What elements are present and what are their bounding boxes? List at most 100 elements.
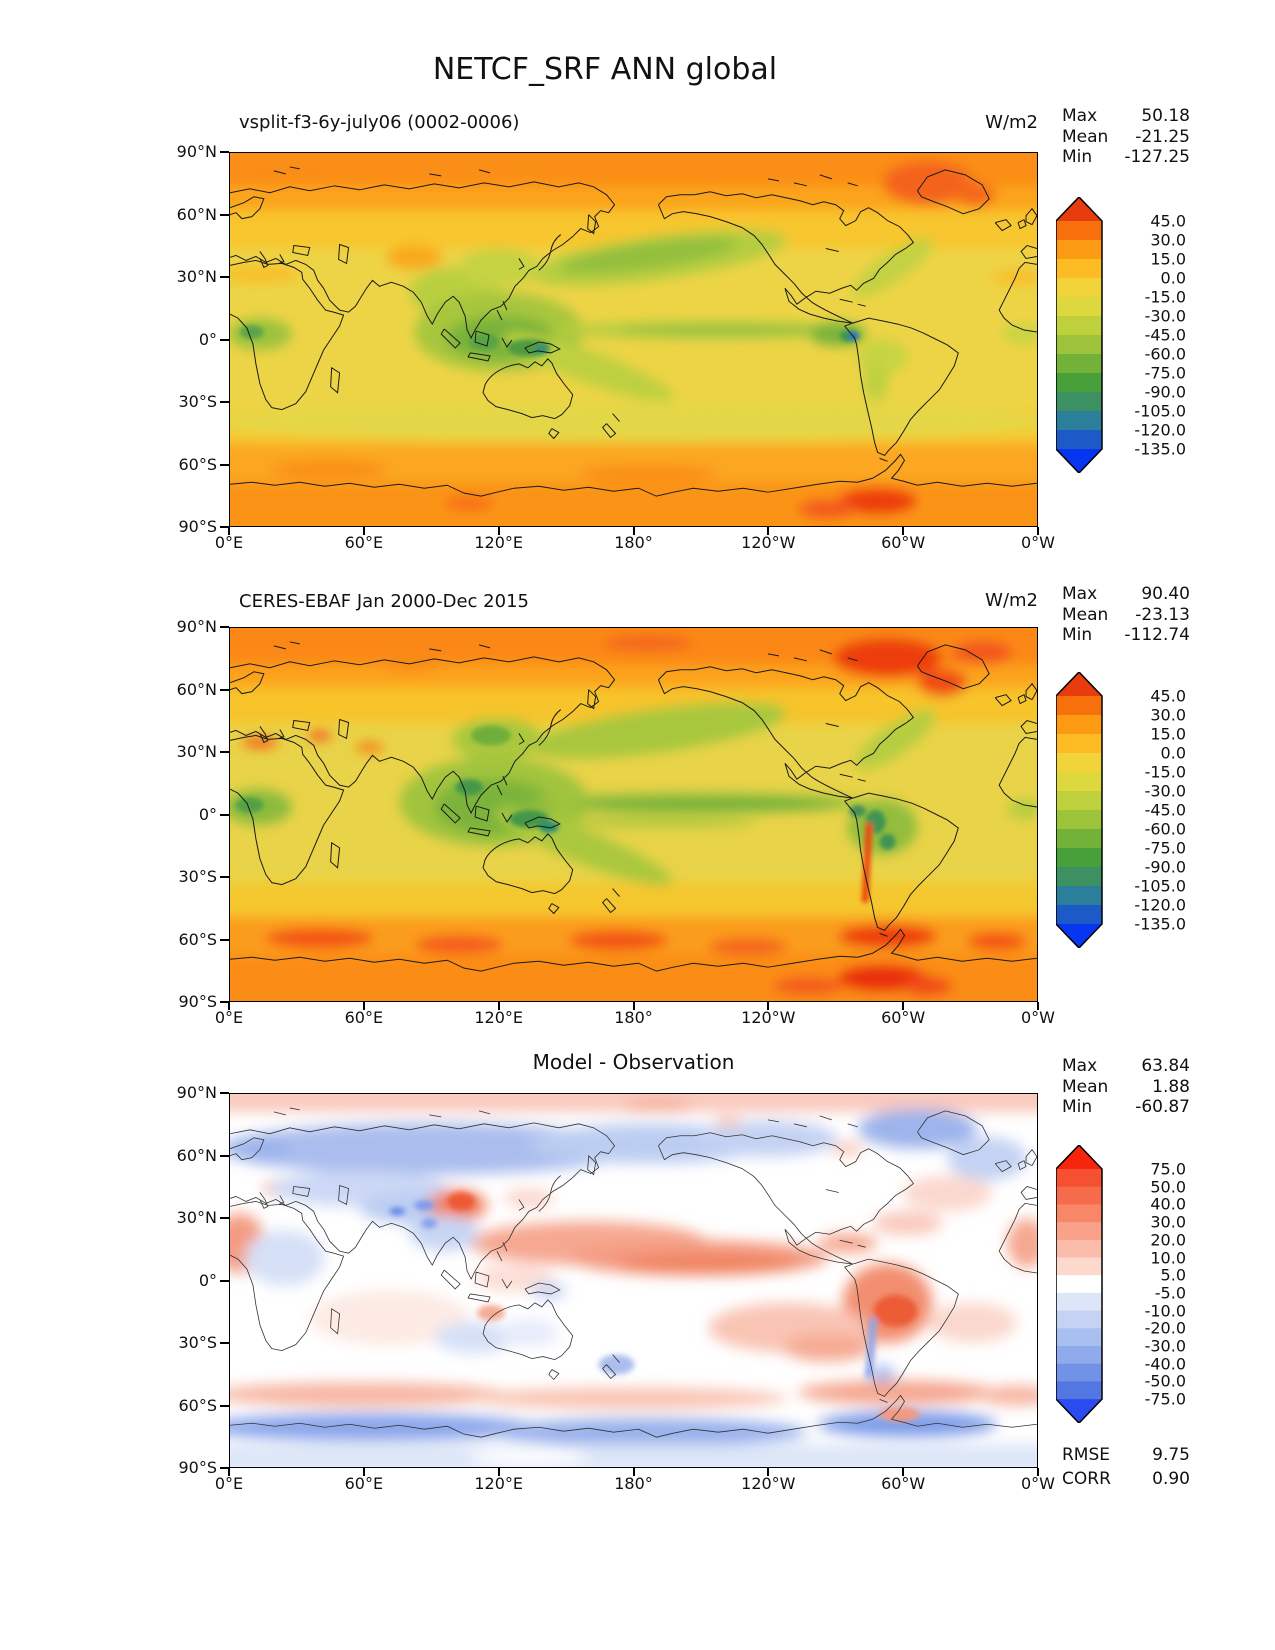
- lat-tick-label: 60°N: [176, 679, 217, 699]
- lat-tick-mark: [220, 1001, 229, 1003]
- max-value: 50.18: [1141, 106, 1190, 126]
- lat-tick-mark: [220, 276, 229, 278]
- lon-tick-mark: [1037, 527, 1039, 535]
- lon-tick-mark: [902, 1002, 905, 1010]
- colorbar-tick-label: -75.0: [1144, 838, 1186, 858]
- colorbar-tick-label: -90.0: [1144, 382, 1186, 402]
- colorbar-tick-label: -30.0: [1144, 306, 1186, 326]
- max-label: Max: [1062, 106, 1098, 126]
- colorbar-tick-label: -45.0: [1144, 800, 1186, 820]
- lon-tick-mark: [632, 1002, 635, 1010]
- lon-tick-label: 0°E: [214, 1008, 244, 1027]
- lat-tick-label: 90°N: [176, 142, 217, 161]
- lon-tick-label: 120°W: [741, 533, 796, 552]
- lat-tick-mark: [220, 151, 229, 153]
- colorbar-svg: [1055, 195, 1103, 475]
- lon-tick-mark: [1037, 1002, 1039, 1010]
- colorbar-tick-label: -40.0: [1144, 1354, 1186, 1374]
- max-value: 63.84: [1141, 1056, 1190, 1076]
- panel3-min-row: Min -60.87: [1062, 1097, 1190, 1118]
- colorbar-tick-label: 15.0: [1150, 249, 1186, 269]
- colorbar-tick-label: 10.0: [1150, 1248, 1186, 1267]
- lat-tick-label: 90°N: [176, 1083, 217, 1102]
- lon-tick-label: 60°W: [881, 533, 926, 552]
- colorbar-tick-label: 0.0: [1160, 268, 1186, 288]
- mean-value: -21.25: [1135, 126, 1190, 147]
- lon-tick-mark: [362, 1002, 365, 1010]
- rmse-row: RMSE 9.75: [1062, 1443, 1190, 1467]
- rmse-value: 9.75: [1152, 1445, 1190, 1465]
- panel1-colorbar: 45.0 30.0 15.0 0.0 -15.0 -30.0 -45.0 -60.0 -75.0…: [1055, 195, 1191, 477]
- lon-tick-mark: [902, 527, 905, 535]
- lon-tick-label: 0°W: [1021, 1008, 1055, 1027]
- lat-tick-mark: [220, 1092, 229, 1094]
- lat-tick-label: 30°N: [176, 742, 217, 761]
- colorbar-tick-label: -120.0: [1134, 895, 1186, 915]
- lon-tick-mark: [228, 1002, 230, 1010]
- colorbar-tick-label: -10.0: [1144, 1301, 1186, 1321]
- colorbar-tick-label: -60.0: [1144, 344, 1186, 364]
- lat-tick-mark: [220, 1217, 229, 1219]
- lon-tick-mark: [228, 1468, 230, 1476]
- lat-tick-mark: [220, 1279, 229, 1282]
- colorbar-tick-label: -135.0: [1134, 914, 1186, 934]
- lat-tick-label: 0°: [198, 329, 217, 349]
- max-label: Max: [1062, 584, 1098, 604]
- rmse-label: RMSE: [1062, 1445, 1111, 1465]
- coastlines: [230, 641, 1037, 972]
- colorbar-tick-label: -105.0: [1134, 401, 1186, 421]
- lon-tick-label: 120°W: [741, 1474, 796, 1493]
- lat-tick-mark: [220, 1154, 229, 1157]
- colorbar-tick-label: 5.0: [1160, 1265, 1186, 1285]
- min-value: -112.74: [1124, 625, 1190, 645]
- lat-tick-mark: [220, 813, 229, 816]
- panel2-mean-row: Mean -23.13: [1062, 605, 1190, 626]
- panel3-colorbar: 75.0 50.0 40.0 30.0 20.0 10.0 5.0 -5.0 -10.0 -20.…: [1055, 1143, 1191, 1427]
- lat-tick-label: 30°S: [178, 867, 217, 886]
- panel3-subtitle: Model - Observation: [532, 1050, 735, 1074]
- colorbar-tick-label: 45.0: [1150, 686, 1186, 706]
- colorbar-tick-label: -75.0: [1144, 363, 1186, 383]
- lon-tick-mark: [902, 1468, 905, 1476]
- lat-tick-mark: [220, 1342, 229, 1344]
- lat-tick-label: 90°S: [178, 1458, 217, 1477]
- lon-tick-mark: [228, 527, 230, 535]
- panel2-map-observation: [229, 627, 1038, 1002]
- lat-tick-label: 90°S: [178, 517, 217, 536]
- lon-tick-label: 60°E: [344, 1474, 384, 1493]
- lon-tick-label: 60°W: [881, 1474, 926, 1493]
- lat-tick-mark: [220, 338, 229, 341]
- lon-tick-mark: [497, 527, 500, 535]
- lon-tick-mark: [497, 1468, 500, 1476]
- lon-tick-mark: [362, 1468, 365, 1476]
- coastline-path: [230, 1107, 1037, 1438]
- lon-tick-label: 120°W: [741, 1008, 796, 1027]
- colorbar-tick-label: 50.0: [1150, 1177, 1186, 1197]
- panel2-max-row: Max 90.40: [1062, 584, 1190, 605]
- min-value: -60.87: [1135, 1097, 1190, 1117]
- lat-tick-label: 60°S: [178, 1395, 217, 1415]
- colorbar-tick-label: -75.0: [1144, 1389, 1186, 1409]
- world-map-observation: [230, 628, 1037, 1001]
- panel1-map-model: [229, 152, 1038, 527]
- colorbar-tick-label: 30.0: [1150, 705, 1186, 725]
- colorbar-tick-label: -30.0: [1144, 1336, 1186, 1356]
- mean-value: -23.13: [1135, 604, 1190, 625]
- colorbar-tick-label: 30.0: [1150, 1212, 1186, 1232]
- lat-tick-mark: [220, 626, 229, 628]
- lon-tick-mark: [632, 527, 635, 535]
- colorbar-tick-label: -120.0: [1134, 420, 1186, 440]
- min-label: Min: [1062, 1097, 1093, 1117]
- colorbar-tick-label: 45.0: [1150, 211, 1186, 231]
- panel2-colorbar: 45.0 30.0 15.0 0.0 -15.0 -30.0 -45.0 -60.0 -75.0…: [1055, 670, 1191, 952]
- lat-tick-mark: [220, 463, 229, 466]
- lat-tick-mark: [220, 876, 229, 878]
- lat-tick-label: 30°N: [176, 267, 217, 286]
- mean-value: 1.88: [1152, 1076, 1190, 1097]
- lon-tick-label: 0°E: [214, 533, 244, 552]
- colorbar-tick-label: -15.0: [1144, 762, 1186, 782]
- lon-tick-mark: [767, 1468, 770, 1476]
- panel2-stats: Max 90.40 Mean -23.13 Min -112.74: [1062, 584, 1190, 646]
- world-map-model: [230, 153, 1037, 526]
- lon-tick-label: 0°W: [1021, 533, 1055, 552]
